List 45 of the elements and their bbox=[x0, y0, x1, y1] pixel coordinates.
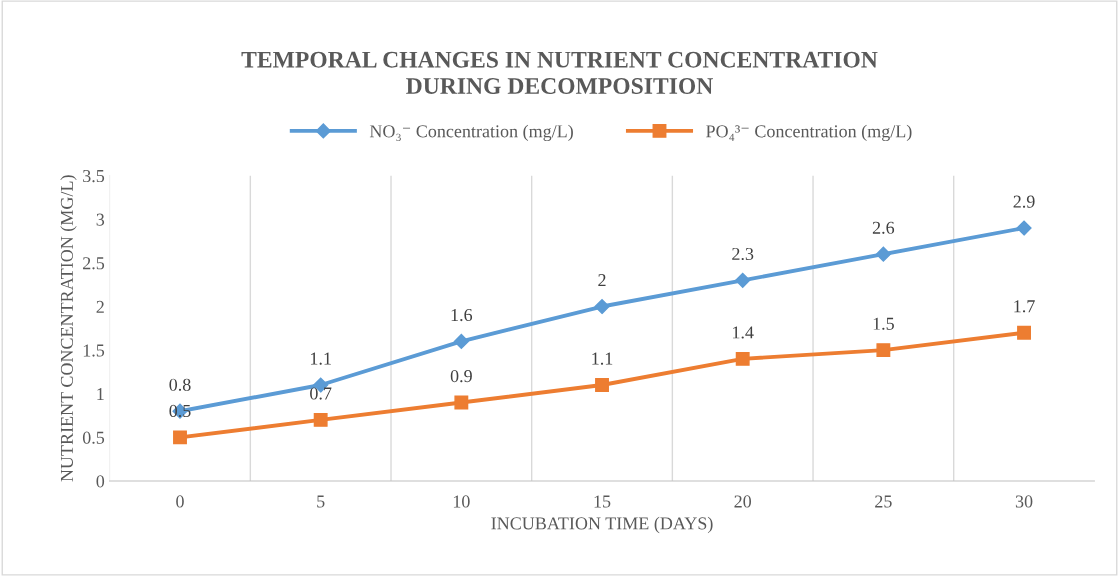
data-label: 1.7 bbox=[1014, 300, 1035, 313]
data-label: 2.3 bbox=[732, 247, 754, 261]
y-tick-label: 3.5 bbox=[83, 169, 105, 183]
point bbox=[1017, 325, 1031, 340]
point bbox=[875, 246, 891, 262]
data-label: 1.1 bbox=[592, 352, 613, 365]
point bbox=[735, 351, 750, 366]
y-tick-label: 2.5 bbox=[83, 257, 105, 270]
data-label: 0.7 bbox=[310, 387, 332, 400]
y-tick-label: 0.5 bbox=[82, 431, 105, 444]
y-tick-label: 0 bbox=[96, 475, 105, 488]
point bbox=[1016, 220, 1032, 236]
data-label: 2.9 bbox=[1013, 195, 1035, 208]
y-tick-label: 3 bbox=[96, 213, 105, 226]
data-label: 0.8 bbox=[169, 378, 191, 391]
point bbox=[313, 412, 328, 427]
x-tick-label: 25 bbox=[875, 495, 892, 508]
data-label: 1.6 bbox=[451, 308, 473, 322]
legend-label: NO₃⁻ Concentration (mg/L) bbox=[369, 124, 573, 142]
point bbox=[453, 333, 469, 349]
x-tick-label: 30 bbox=[1015, 495, 1033, 508]
y-tick-label: 1.5 bbox=[83, 344, 105, 357]
x-tick-label: 15 bbox=[594, 495, 611, 508]
y-tick-label: 2 bbox=[96, 300, 104, 313]
data-label: 1.5 bbox=[873, 317, 894, 330]
point bbox=[173, 430, 187, 445]
data-label: 2 bbox=[598, 274, 606, 286]
point bbox=[594, 298, 610, 315]
x-tick-label: 0 bbox=[176, 495, 184, 508]
x-tick-label: 5 bbox=[317, 495, 325, 508]
x-tick-label: 20 bbox=[734, 495, 752, 508]
legend-label: PO₄³⁻ Concentration (mg/L) bbox=[706, 124, 912, 142]
data-label: 0.9 bbox=[450, 369, 472, 383]
y-axis-title: NUTRIENT CONCENTRATION (MG/L) bbox=[60, 175, 77, 482]
x-tick-label: 10 bbox=[453, 495, 470, 508]
x-axis-title: INCUBATION TIME (DAYS) bbox=[491, 516, 713, 534]
data-label: 1.4 bbox=[733, 326, 754, 339]
point bbox=[595, 378, 609, 392]
y-tick-label: 1 bbox=[97, 388, 104, 400]
data-label: 2.6 bbox=[872, 221, 895, 234]
point bbox=[735, 272, 751, 288]
chart-title: TEMPORAL CHANGES IN NUTRIENT CONCENTRATION DURING DECOMPOSITION bbox=[241, 51, 878, 94]
data-label: 1.1 bbox=[310, 352, 331, 365]
point bbox=[876, 343, 891, 358]
point bbox=[454, 395, 469, 410]
